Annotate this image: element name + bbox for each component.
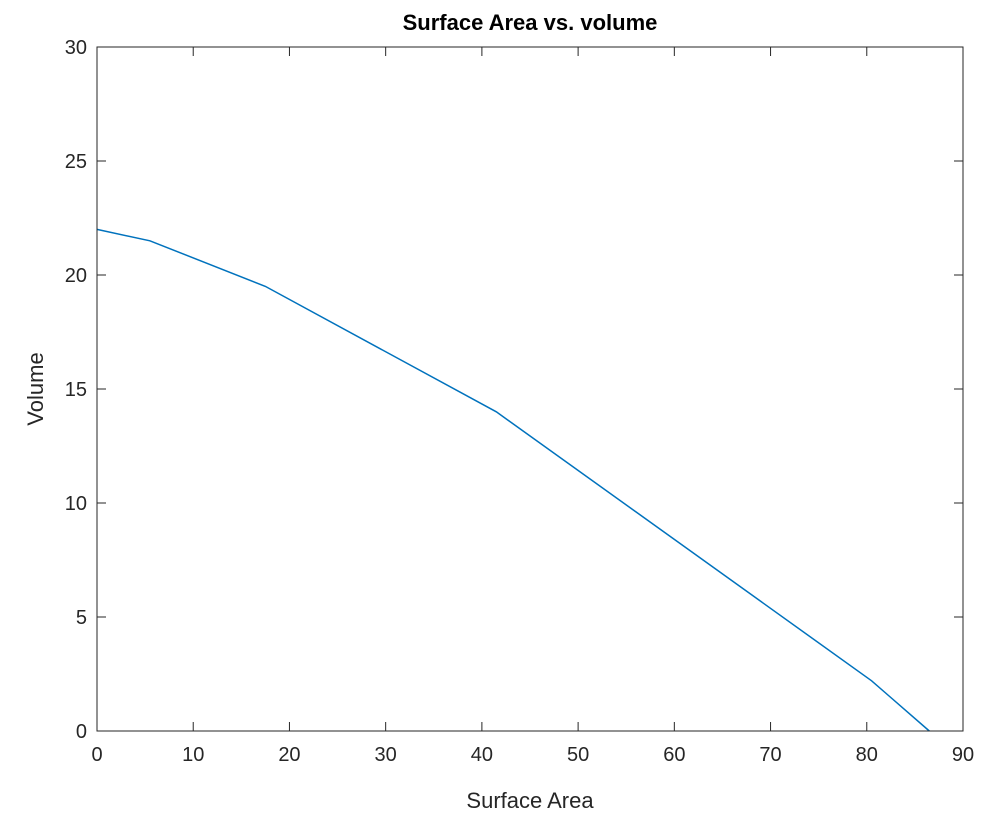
axis-ticks	[96, 46, 964, 732]
y-tick-label: 15	[65, 379, 87, 401]
y-tick-label: 25	[65, 151, 87, 173]
chart-title: Surface Area vs. volume	[403, 10, 658, 35]
x-tick-label: 60	[663, 744, 685, 766]
y-tick-labels: 0 5 10 15 20 25 30	[65, 37, 87, 743]
x-tick-label: 90	[952, 744, 974, 766]
y-tick-label: 30	[65, 37, 87, 59]
x-tick-label: 10	[182, 744, 204, 766]
x-tick-labels: 0 10 20 30 40 50 60 70 80 90	[91, 744, 974, 766]
x-tick-label: 30	[375, 744, 397, 766]
y-tick-label: 10	[65, 493, 87, 515]
x-tick-label: 0	[91, 744, 102, 766]
x-tick-label: 70	[759, 744, 781, 766]
x-tick-label: 50	[567, 744, 589, 766]
y-tick-label: 0	[76, 721, 87, 743]
series-line	[96, 228, 930, 732]
x-tick-label: 20	[278, 744, 300, 766]
plot-area	[97, 47, 963, 731]
axes-box	[96, 46, 964, 732]
y-axis-label: Volume	[23, 352, 48, 425]
x-tick-label: 40	[471, 744, 493, 766]
x-tick-label: 80	[856, 744, 878, 766]
x-axis-label: Surface Area	[466, 788, 594, 813]
y-tick-label: 5	[76, 607, 87, 629]
y-tick-label: 20	[65, 265, 87, 287]
